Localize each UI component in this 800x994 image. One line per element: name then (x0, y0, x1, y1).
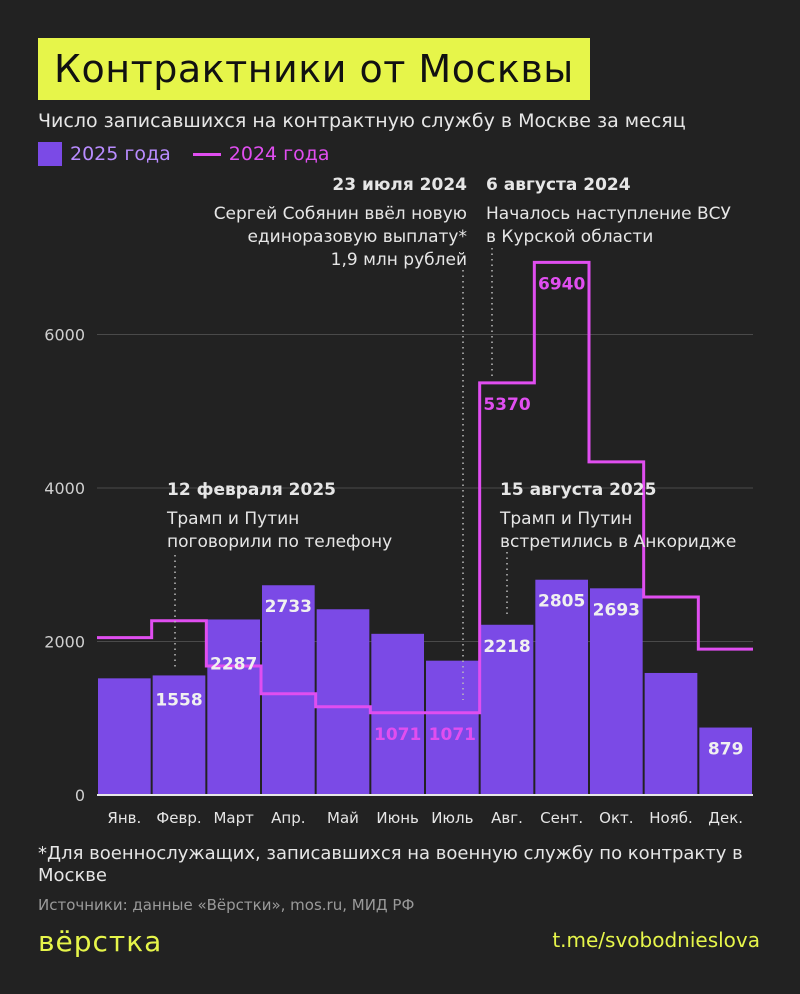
bar-2025 (316, 609, 370, 795)
annotation-text: встретились в Анкоридже (500, 532, 736, 552)
legend-swatch-2025 (38, 142, 62, 166)
bar-2025 (152, 675, 206, 795)
x-tick-label: Июнь (376, 809, 419, 827)
page-title: Контрактники от Москвы (38, 38, 590, 100)
x-tick-label: Нояб. (649, 809, 693, 827)
x-tick-label: Май (327, 809, 359, 827)
annotation-date: 12 февраля 2025 (167, 480, 336, 500)
footnote: *Для военнослужащих, записавшихся на вое… (38, 843, 743, 886)
logo: вёрстка (38, 925, 163, 958)
annotation-text: Сергей Собянин ввёл новую (214, 204, 467, 224)
x-tick-label: Авг. (491, 809, 523, 827)
x-tick-label: Окт. (599, 809, 633, 827)
channel-link[interactable]: t.me/svobodnieslova (552, 928, 760, 952)
bar-2025 (480, 624, 534, 795)
bar-2025 (371, 633, 424, 795)
x-tick-label: Сент. (540, 809, 583, 827)
annotation-text: 1,9 млн рублей (331, 250, 467, 270)
bar-2025 (207, 619, 260, 795)
annotation-text: в Курской области (486, 227, 653, 247)
bar-2025 (590, 588, 643, 795)
bar-value-label: 1558 (155, 690, 202, 710)
x-tick-label: Март (213, 809, 254, 827)
y-tick-label: 2000 (44, 633, 85, 652)
annotation-text: Началось наступление ВСУ (486, 204, 732, 224)
bar-value-label: 2733 (265, 597, 312, 617)
line-value-label: 5370 (483, 395, 530, 415)
x-tick-label: Дек. (708, 809, 743, 827)
line-value-label: 1071 (429, 725, 476, 745)
annotation-date: 15 августа 2025 (500, 480, 656, 500)
bar-2025 (262, 585, 315, 795)
bar-value-label: 2287 (210, 654, 257, 674)
annotation-text: Трамп и Путин (499, 509, 632, 529)
legend-label-2025: 2025 года (70, 143, 171, 165)
bar-2025 (98, 678, 151, 795)
bar-2025 (699, 727, 752, 795)
x-tick-label: Апр. (271, 809, 305, 827)
bar-value-label: 2693 (593, 600, 640, 620)
annotation-text: Трамп и Путин (166, 509, 299, 529)
x-tick-label: Янв. (107, 809, 141, 827)
bar-value-label: 879 (708, 740, 744, 760)
legend: 2025 года 2024 года (38, 142, 330, 166)
bar-2025 (535, 579, 588, 795)
line-value-label: 1071 (374, 725, 421, 745)
bar-value-label: 2805 (538, 592, 585, 612)
bar-2025 (426, 660, 479, 795)
annotation-date: 6 августа 2024 (486, 175, 631, 195)
annotation-date: 23 июля 2024 (332, 175, 467, 195)
sources: Источники: данные «Вёрстки», mos.ru, МИД… (38, 896, 415, 914)
legend-swatch-2024 (192, 152, 221, 156)
subtitle: Число записавшихся на контрактную службу… (38, 110, 686, 132)
bar-value-label: 2218 (483, 637, 530, 657)
line-2024 (97, 260, 753, 715)
legend-label-2024: 2024 года (228, 143, 330, 165)
y-tick-label: 0 (75, 786, 85, 805)
bar-2025 (644, 672, 698, 795)
line-value-label: 6940 (538, 274, 585, 294)
x-tick-label: Февр. (156, 809, 201, 827)
x-tick-label: Июль (431, 809, 473, 827)
y-tick-label: 6000 (44, 326, 85, 345)
annotation-text: поговорили по телефону (167, 532, 392, 552)
annotation-text: единоразовую выплату* (247, 227, 467, 247)
y-tick-label: 4000 (44, 479, 85, 498)
